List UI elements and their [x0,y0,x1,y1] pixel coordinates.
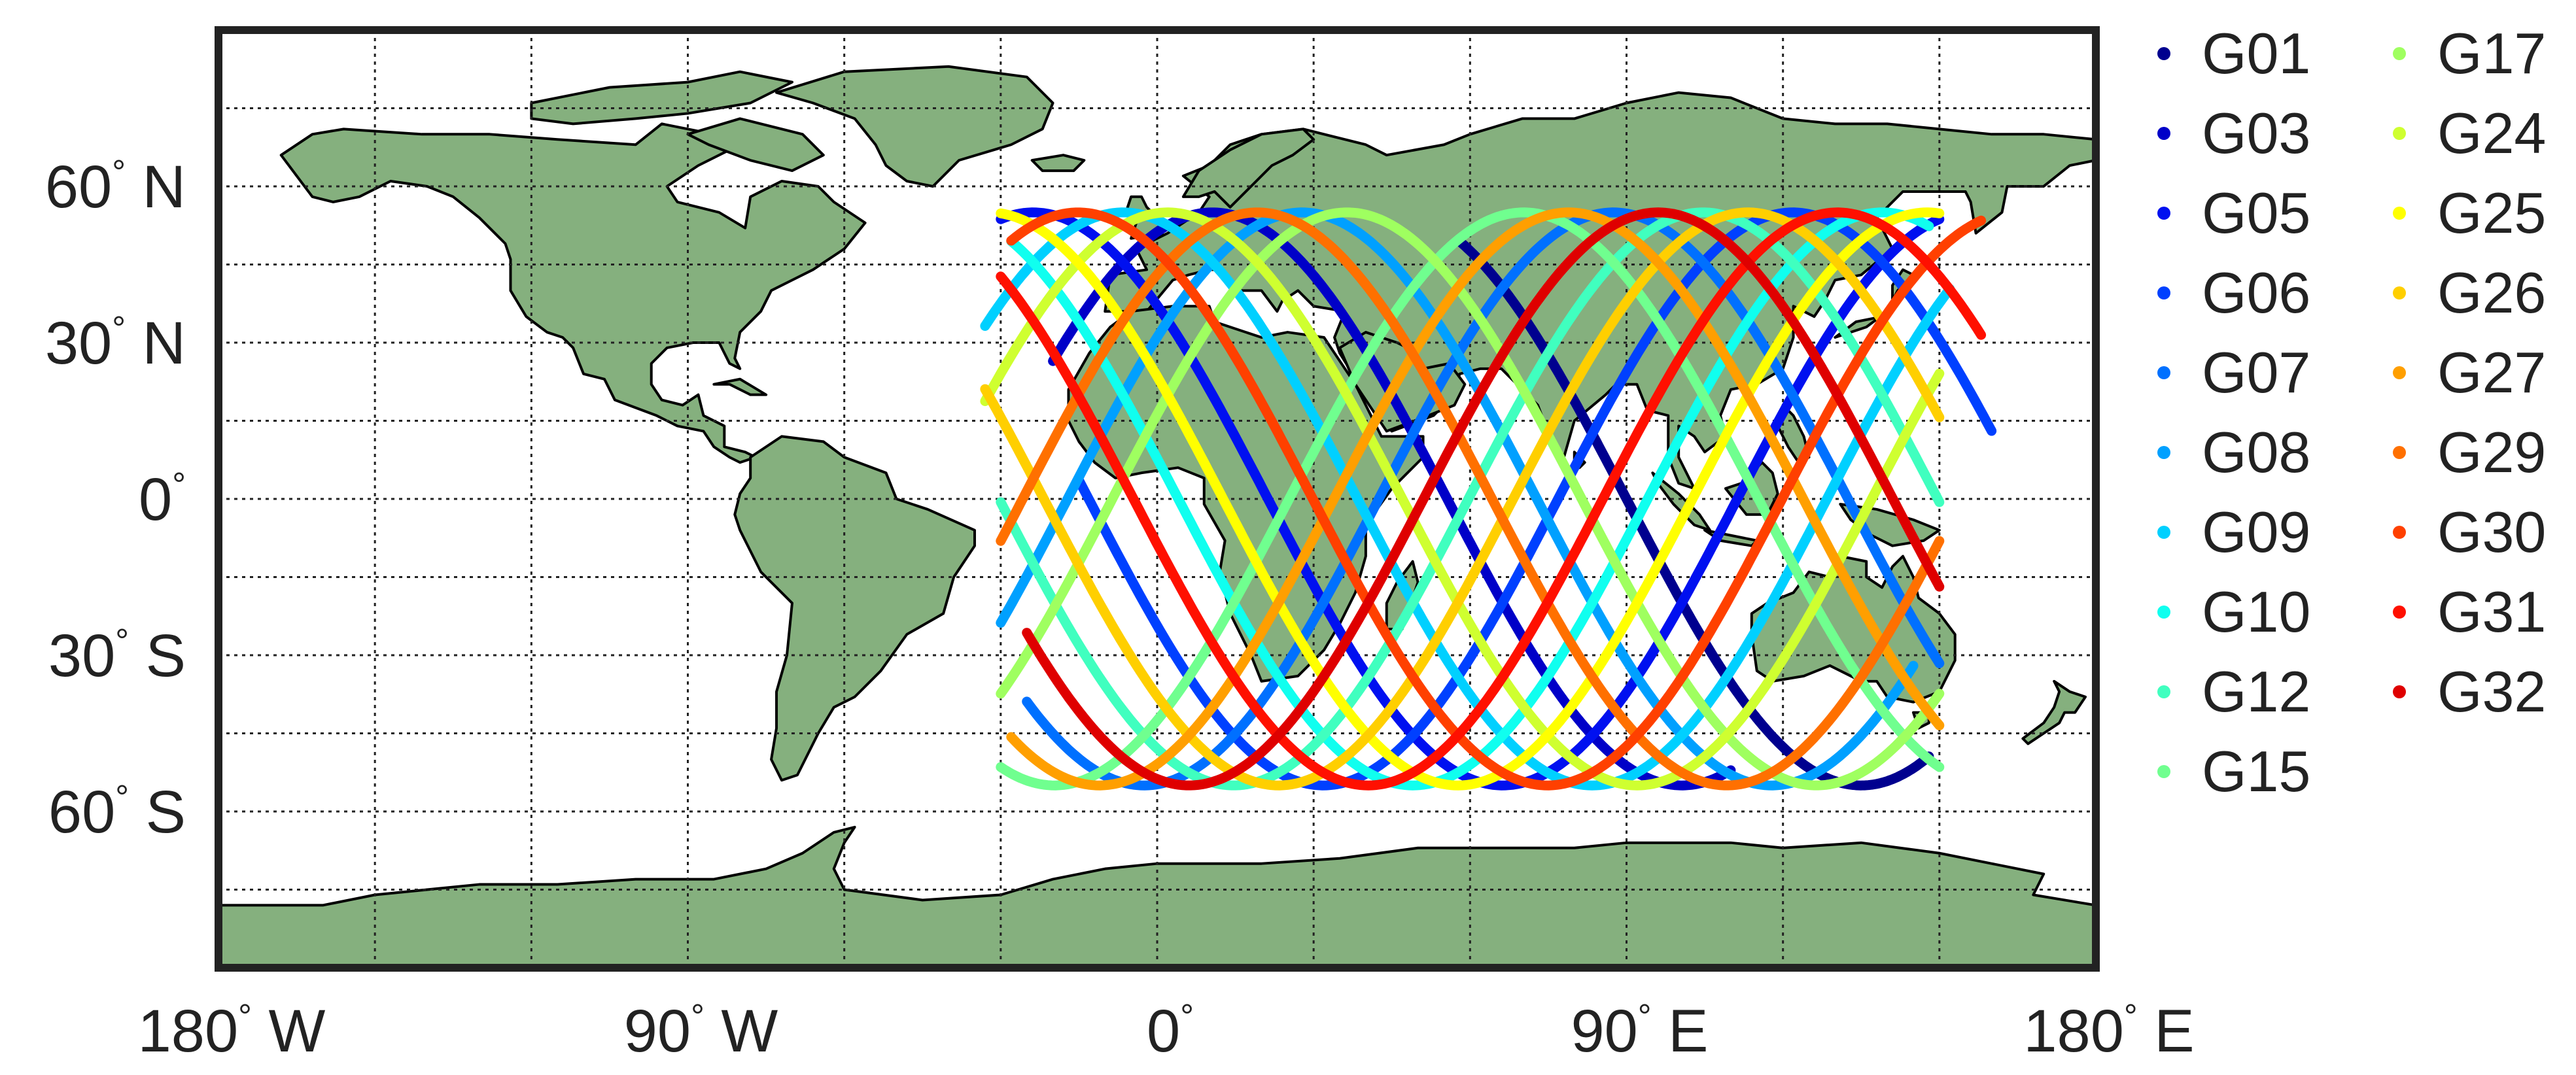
y-tick-label: 30° S [48,623,186,689]
legend-label: G31 [2437,579,2546,644]
legend-label: G25 [2437,180,2546,245]
legend-label: G29 [2437,420,2546,485]
ground-track-g32 [1022,207,1945,791]
ground-track-g27 [1006,207,1945,791]
y-tick-label: 30° N [45,310,186,377]
ground-track-g24 [980,207,1945,791]
legend-marker [2393,446,2406,459]
legend-label: G17 [2437,21,2546,86]
land-arctic-islands [531,72,792,124]
ground-track-g30 [1006,207,1987,791]
legend-label: G07 [2202,340,2310,405]
legend-label: G27 [2437,340,2546,405]
legend-marker [2157,765,2170,778]
legend-label: G01 [2202,21,2310,86]
legend-marker [2393,47,2406,60]
legend-marker [2393,526,2406,539]
ground-track-g12 [996,207,1945,791]
ground-track-g29 [996,207,1945,791]
legend-marker [2157,446,2170,459]
legend-label: G12 [2202,659,2310,724]
ground-track-g26 [980,207,1945,791]
legend-marker [2157,127,2170,140]
ground-tracks [980,207,1997,791]
y-tick-label: 60° N [45,154,186,220]
x-tick-label: 180° W [138,998,326,1065]
legend-label: G24 [2437,101,2546,165]
legend-marker [2393,685,2406,698]
legend-marker [2157,47,2170,60]
y-tick-labels: 60° N 30° N 0° 30° S 60° S [45,154,186,845]
legend-label: G10 [2202,579,2310,644]
legend-marker [2393,606,2406,619]
legend-marker [2393,286,2406,299]
legend-label: G09 [2202,500,2310,564]
x-tick-label: 0° [1147,998,1194,1065]
legend-marker [2157,685,2170,698]
x-tick-label: 90° E [1571,998,1708,1065]
land-iceland [1032,155,1085,171]
legend-label: G30 [2437,500,2546,564]
land-sumatra [1652,473,1710,530]
legend-marker [2157,526,2170,539]
ground-track-g10 [1006,207,1934,791]
ground-track-g25 [996,207,1945,791]
map-frame [215,26,2100,972]
legend-marker [2157,366,2170,379]
ground-track-g01 [1454,236,1934,791]
legend-marker [2157,207,2170,220]
legend-marker [2393,366,2406,379]
legend-label: G26 [2437,260,2546,325]
land-new-zealand [2023,681,2085,744]
y-tick-label: 0° [139,466,186,533]
legend-marker [2157,606,2170,619]
legend-label: G08 [2202,420,2310,485]
legend-label: G03 [2202,101,2310,165]
land-greenland [776,67,1053,186]
legend-label: G15 [2202,739,2310,804]
land-scandinavia [1183,129,1314,207]
landmasses [218,67,2096,968]
x-tick-label: 90° W [624,998,778,1065]
legend-marker [2393,127,2406,140]
x-tick-labels: 180° W 90° W 0° 90° E 180° E [138,998,2195,1065]
legend-marker [2157,286,2170,299]
y-tick-label: 60° S [48,779,186,845]
land-baffin [688,118,824,171]
legend-label: G06 [2202,260,2310,325]
x-tick-label: 180° E [2023,998,2194,1065]
ground-track-g17 [996,207,1945,791]
ground-track-g31 [996,207,1987,791]
legend: G01 G03 G05 G06 G07 G08 G09 G10 G12 G15 G17 G24 G25 G… [2157,21,2546,804]
ground-track-g15 [996,207,1945,791]
land-cuba [714,379,766,395]
ground-track-g05 [996,207,1945,791]
land-south-america [735,436,975,780]
legend-label: G32 [2437,659,2546,724]
legend-marker [2393,207,2406,220]
legend-label: G05 [2202,180,2310,245]
ground-track-g08 [996,207,1919,791]
